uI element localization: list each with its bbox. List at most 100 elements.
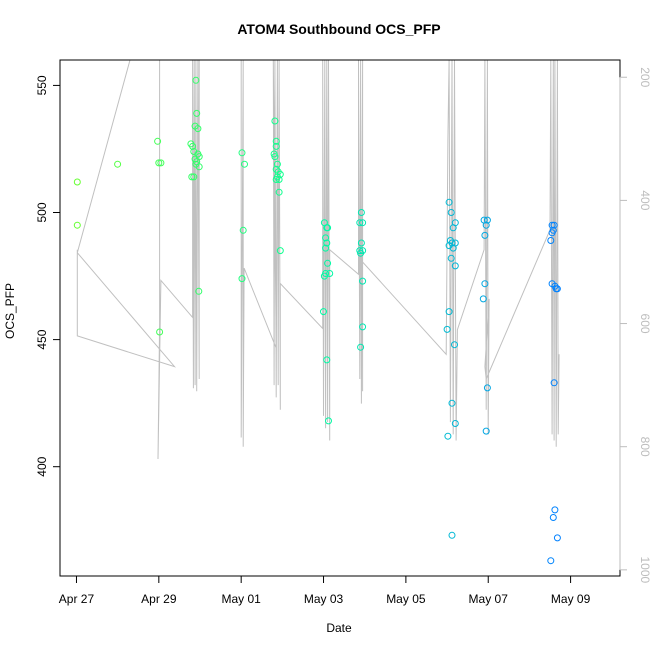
data-point [483, 216, 491, 224]
y2-tick-label: 600 [638, 314, 650, 334]
data-point [481, 231, 489, 239]
data-point [325, 417, 332, 425]
y2-tick-label: 200 [638, 67, 650, 87]
data-point [194, 125, 202, 133]
profile-lines [76, 59, 560, 460]
data-point [275, 176, 283, 183]
data-point [73, 221, 81, 229]
data-point [73, 178, 81, 186]
data-point [547, 237, 555, 244]
data-point [272, 142, 280, 150]
y2-tick-label: 400 [638, 190, 650, 210]
data-point [550, 379, 558, 387]
data-point [449, 244, 457, 252]
data-point [357, 249, 365, 257]
data-point [445, 198, 453, 206]
data-point [551, 506, 559, 514]
data-point [189, 142, 197, 150]
x-axis: Apr 27 Apr 29 May 01 May 03 May 05 May 07 May … [59, 575, 591, 606]
data-point [359, 277, 367, 285]
data-point [448, 531, 456, 539]
data-point [443, 325, 451, 333]
data-point [156, 328, 164, 336]
data-point [195, 163, 203, 171]
x-tick-label: May 03 [304, 592, 344, 606]
x-tick-label: May 07 [469, 592, 509, 606]
data-point [449, 224, 457, 232]
data-point [445, 308, 453, 316]
data-point [193, 109, 201, 117]
data-point [482, 221, 490, 229]
y-tick-label: 450 [35, 329, 49, 349]
y2-tick-label: 800 [638, 437, 650, 457]
data-point [483, 384, 491, 392]
data-point [447, 254, 455, 262]
data-point [272, 137, 280, 145]
y-tick-label: 550 [35, 75, 49, 95]
data-point [320, 308, 327, 316]
data-point [241, 160, 248, 168]
data-point [239, 226, 247, 234]
data-point [552, 285, 560, 293]
data-point [357, 239, 365, 247]
data-point [451, 420, 459, 427]
data-point [357, 209, 365, 216]
x-tick-label: May 05 [386, 592, 426, 606]
profile-line [76, 59, 560, 460]
data-point [359, 219, 367, 227]
data-point [357, 343, 365, 351]
data-point [272, 176, 280, 183]
data-point [320, 272, 328, 280]
data-point [481, 280, 489, 288]
x-axis-label: Date [326, 621, 352, 635]
data-point [155, 159, 163, 167]
secondary-y-axis: 200 400 600 800 1000 [619, 67, 650, 584]
x-tick-label: Apr 29 [141, 592, 177, 606]
data-point [271, 153, 279, 161]
data-point [482, 427, 490, 435]
x-tick-label: May 01 [221, 592, 261, 606]
data-point [323, 356, 331, 364]
data-point [447, 209, 455, 216]
data-point [188, 173, 196, 181]
data-point [322, 234, 330, 242]
data-point [549, 514, 557, 521]
data-point [275, 188, 283, 196]
y2-tick-label: 1000 [638, 556, 650, 583]
y-tick-label: 500 [35, 202, 49, 222]
data-point [238, 275, 246, 283]
data-point [192, 76, 200, 84]
data-point [323, 239, 331, 247]
y-axis-label: OCS_PFP [3, 283, 17, 339]
data-point [547, 557, 555, 565]
data-point [154, 137, 162, 145]
data-point [190, 173, 198, 181]
data-point [553, 534, 561, 542]
data-point [324, 224, 332, 232]
x-tick-label: Apr 27 [59, 592, 95, 606]
data-points [73, 76, 561, 565]
data-point [114, 160, 122, 168]
data-point [276, 247, 284, 255]
data-point [448, 399, 456, 407]
plot-frame [59, 59, 621, 577]
data-point [444, 432, 452, 440]
y-tick-label: 400 [35, 456, 49, 476]
chart-title: ATOM4 Southbound OCS_PFP [237, 21, 440, 37]
data-point [195, 287, 203, 295]
data-point [324, 259, 332, 267]
data-point [273, 160, 281, 168]
data-point [322, 244, 330, 252]
data-point [548, 229, 556, 237]
data-point [548, 221, 556, 229]
data-point [451, 341, 458, 349]
data-point [451, 262, 459, 270]
data-point [359, 323, 367, 331]
data-point [479, 295, 487, 303]
data-point [157, 159, 165, 167]
data-point [356, 219, 364, 227]
data-point [550, 221, 558, 229]
x-tick-label: May 09 [551, 592, 591, 606]
y-axis: 400 450 500 550 [35, 75, 61, 477]
